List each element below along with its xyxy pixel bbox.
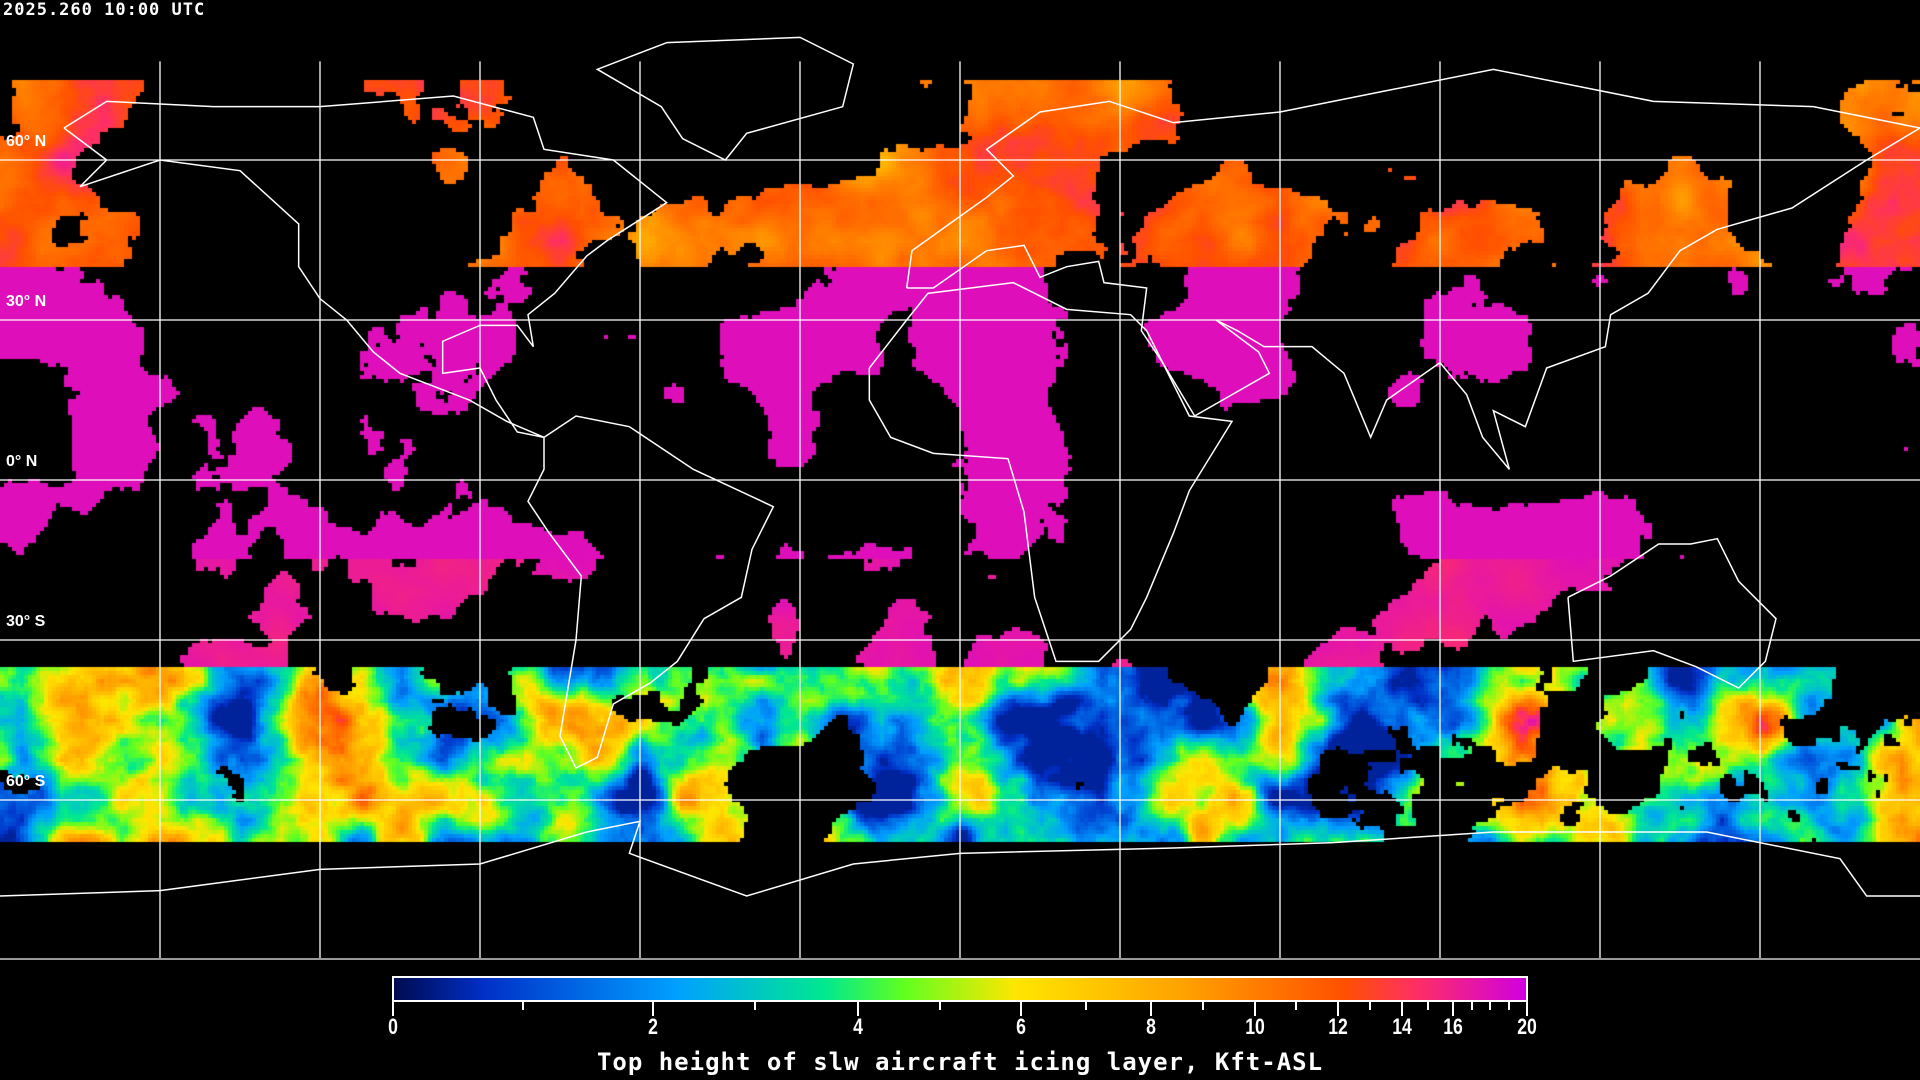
tick-label: 16	[1443, 1014, 1464, 1039]
tick-label: 4	[853, 1014, 863, 1039]
major-tick	[1526, 1002, 1528, 1016]
major-tick	[1452, 1002, 1455, 1016]
colorbar	[392, 976, 1528, 1002]
minor-tick	[1489, 1002, 1492, 1010]
tick-label: 8	[1145, 1014, 1156, 1039]
colorbar-title: Top height of slw aircraft icing layer, …	[596, 1048, 1324, 1076]
lat-label-30s: 30° S	[6, 613, 46, 630]
major-tick	[392, 1002, 394, 1016]
coastline-africa	[868, 281, 1234, 663]
minor-tick	[1084, 1002, 1087, 1010]
lat-label-0n: 0° N	[6, 453, 38, 470]
major-tick	[1020, 1002, 1023, 1016]
minor-tick	[1470, 1002, 1473, 1010]
coastline-north-america	[63, 95, 668, 439]
icing-map	[0, 0, 1920, 960]
tick-label: 12	[1327, 1014, 1348, 1039]
coastline-australia	[1567, 537, 1777, 689]
coastline-eurasia	[905, 68, 1920, 470]
minor-tick	[1201, 1002, 1204, 1010]
minor-tick	[1368, 1002, 1371, 1010]
tick-label: 0	[388, 1014, 398, 1039]
major-tick	[856, 1002, 859, 1016]
minor-tick	[938, 1002, 941, 1010]
major-tick	[651, 1002, 654, 1016]
minor-tick	[1295, 1002, 1298, 1010]
lat-label-30n: 30° N	[6, 293, 47, 310]
minor-tick	[521, 1002, 524, 1010]
minor-tick	[1426, 1002, 1429, 1010]
tick-label: 10	[1245, 1014, 1265, 1039]
tick-label: 14	[1392, 1014, 1413, 1039]
map-overlay	[0, 36, 1920, 958]
tick-label: 20	[1517, 1014, 1537, 1039]
major-tick	[1253, 1002, 1256, 1016]
coastline-greenland	[595, 36, 855, 161]
minor-tick	[754, 1002, 757, 1010]
major-tick	[1336, 1002, 1339, 1016]
lat-label-60n: 60° N	[6, 133, 47, 150]
lat-label-60s: 60° S	[6, 773, 46, 790]
major-tick	[1401, 1002, 1404, 1016]
coastline-south-america	[527, 415, 775, 770]
tick-label: 2	[647, 1014, 658, 1039]
timestamp: 2025.260 10:00 UTC	[3, 0, 206, 20]
coastline-antarctica	[0, 820, 1920, 897]
minor-tick	[1507, 1002, 1510, 1010]
major-tick	[1149, 1002, 1152, 1016]
tick-label: 6	[1016, 1014, 1027, 1039]
